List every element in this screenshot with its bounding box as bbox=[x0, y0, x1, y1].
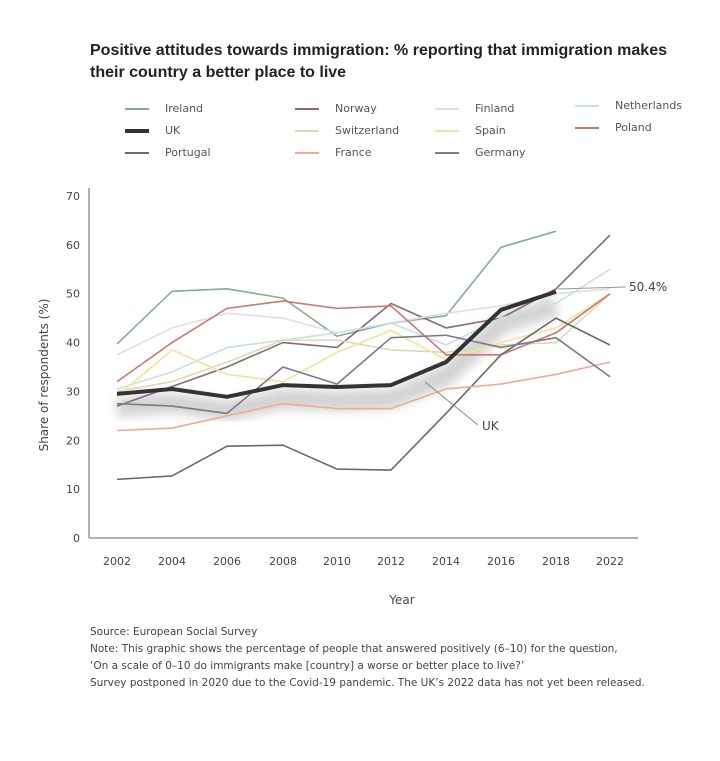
x-tick-label: 2010 bbox=[323, 555, 351, 568]
x-tick-label: 2014 bbox=[432, 555, 460, 568]
legend-swatch bbox=[125, 107, 149, 110]
legend-label: Finland bbox=[475, 102, 515, 115]
x-tick-label: 2004 bbox=[158, 555, 186, 568]
chart: 0 10 20 30 40 50 60 70 2002 2004 2006 2008 2010 2012 2… bbox=[37, 188, 667, 607]
legend-swatch bbox=[295, 107, 319, 110]
legend-label: Spain bbox=[475, 124, 506, 137]
x-tick-label: 2006 bbox=[213, 555, 241, 568]
x-tick-label: 2016 bbox=[487, 555, 515, 568]
x-tick-label: 2022 bbox=[596, 555, 624, 568]
legend-label: Portugal bbox=[165, 146, 211, 159]
legend-swatch bbox=[435, 129, 459, 132]
x-axis-label: Year bbox=[388, 593, 414, 607]
legend-item-ireland: Ireland bbox=[125, 102, 203, 115]
legend-swatch bbox=[125, 151, 149, 154]
y-tick-label: 20 bbox=[66, 434, 80, 447]
legend-item-portugal: Portugal bbox=[125, 146, 211, 159]
series-line-netherlands bbox=[116, 268, 611, 390]
y-tick-label: 60 bbox=[66, 239, 80, 252]
x-tick-label: 2012 bbox=[377, 555, 405, 568]
note-line: ‘On a scale of 0–10 do immigrants make [… bbox=[90, 660, 525, 672]
y-tick-label: 40 bbox=[66, 337, 80, 350]
series-line-france bbox=[116, 361, 611, 432]
y-axis-label: Share of respondents (%) bbox=[37, 299, 51, 452]
series-line-portugal bbox=[116, 317, 611, 481]
series-line-spain bbox=[116, 293, 611, 397]
legend-item-spain: Spain bbox=[435, 124, 506, 137]
legend-label: Netherlands bbox=[615, 99, 683, 112]
legend-item-uk: UK bbox=[125, 124, 180, 137]
y-tick-label: 30 bbox=[66, 385, 80, 398]
legend-swatch bbox=[435, 151, 459, 154]
legend-swatch bbox=[435, 107, 459, 110]
y-tick-label: 10 bbox=[66, 483, 80, 496]
uk-annotation: UK bbox=[482, 419, 500, 433]
legend-swatch bbox=[295, 129, 319, 132]
source-note: Source: European Social Survey bbox=[90, 626, 258, 638]
legend-item-poland: Poland bbox=[575, 121, 652, 134]
chart-title: Positive attitudes towards immigration: … bbox=[90, 42, 667, 81]
legend-swatch bbox=[295, 151, 319, 154]
x-tick-label: 2018 bbox=[542, 555, 570, 568]
series-line-germany bbox=[116, 334, 611, 415]
y-tick-label: 70 bbox=[66, 190, 80, 203]
legend-item-switzerland: Switzerland bbox=[295, 124, 399, 137]
note-line: Note: This graphic shows the percentage … bbox=[90, 643, 618, 655]
legend-label: Switzerland bbox=[335, 124, 400, 137]
legend-label: France bbox=[335, 146, 372, 159]
x-tick-label: 2008 bbox=[269, 555, 297, 568]
uk-value-annotation: 50.4% bbox=[629, 280, 667, 294]
legend-label: Poland bbox=[615, 121, 652, 134]
y-tick-label: 0 bbox=[73, 532, 80, 545]
legend-label: Ireland bbox=[165, 102, 204, 115]
uk-leader-line bbox=[424, 381, 479, 426]
uk-shadow-band bbox=[116, 296, 560, 421]
legend-item-norway: Norway bbox=[295, 102, 377, 115]
legend-swatch bbox=[575, 104, 599, 107]
legend-label: Norway bbox=[335, 102, 377, 115]
legend-item-netherlands: Netherlands bbox=[575, 99, 682, 112]
value-leader-line bbox=[557, 286, 627, 290]
legend-swatch bbox=[575, 126, 599, 129]
x-tick-label: 2002 bbox=[103, 555, 131, 568]
y-tick-label: 50 bbox=[66, 288, 80, 301]
legend-item-france: France bbox=[295, 146, 372, 159]
series-line-poland bbox=[116, 293, 611, 383]
legend-item-germany: Germany bbox=[435, 146, 526, 159]
notes: Source: European Social Survey Note: Thi… bbox=[90, 624, 645, 692]
legend-item-finland: Finland bbox=[435, 102, 514, 115]
series-line-norway bbox=[116, 234, 611, 407]
legend-swatch bbox=[125, 128, 149, 133]
note-line: Survey postponed in 2020 due to the Covi… bbox=[90, 677, 645, 689]
legend-label: Germany bbox=[475, 146, 526, 159]
legend-label: UK bbox=[165, 124, 181, 137]
